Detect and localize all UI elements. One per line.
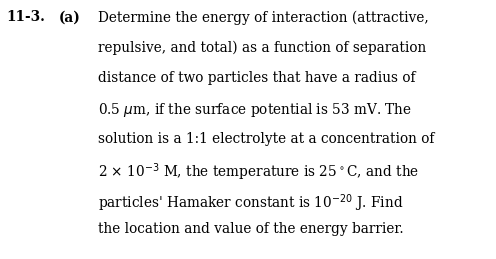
Text: 2 $\times$ 10$^{-3}$ M, the temperature is 25$^\circ$C, and the: 2 $\times$ 10$^{-3}$ M, the temperature … xyxy=(98,162,419,183)
Text: 11-3.: 11-3. xyxy=(6,10,45,24)
Text: 0.5 $\mu$m, if the surface potential is 53 mV. The: 0.5 $\mu$m, if the surface potential is … xyxy=(98,101,412,119)
Text: Determine the energy of interaction (attractive,: Determine the energy of interaction (att… xyxy=(98,10,429,25)
Text: particles' Hamaker constant is 10$^{-20}$ J. Find: particles' Hamaker constant is 10$^{-20}… xyxy=(98,192,404,214)
Text: solution is a 1:1 electrolyte at a concentration of: solution is a 1:1 electrolyte at a conce… xyxy=(98,132,434,146)
Text: the location and value of the energy barrier.: the location and value of the energy bar… xyxy=(98,222,404,236)
Text: (a): (a) xyxy=(59,10,80,24)
Text: distance of two particles that have a radius of: distance of two particles that have a ra… xyxy=(98,71,416,85)
Text: repulsive, and total) as a function of separation: repulsive, and total) as a function of s… xyxy=(98,41,427,55)
